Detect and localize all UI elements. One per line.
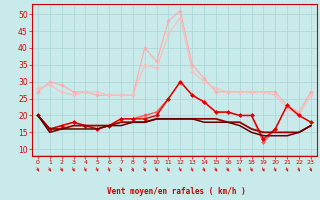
Text: Vent moyen/en rafales ( km/h ): Vent moyen/en rafales ( km/h )	[107, 187, 245, 196]
